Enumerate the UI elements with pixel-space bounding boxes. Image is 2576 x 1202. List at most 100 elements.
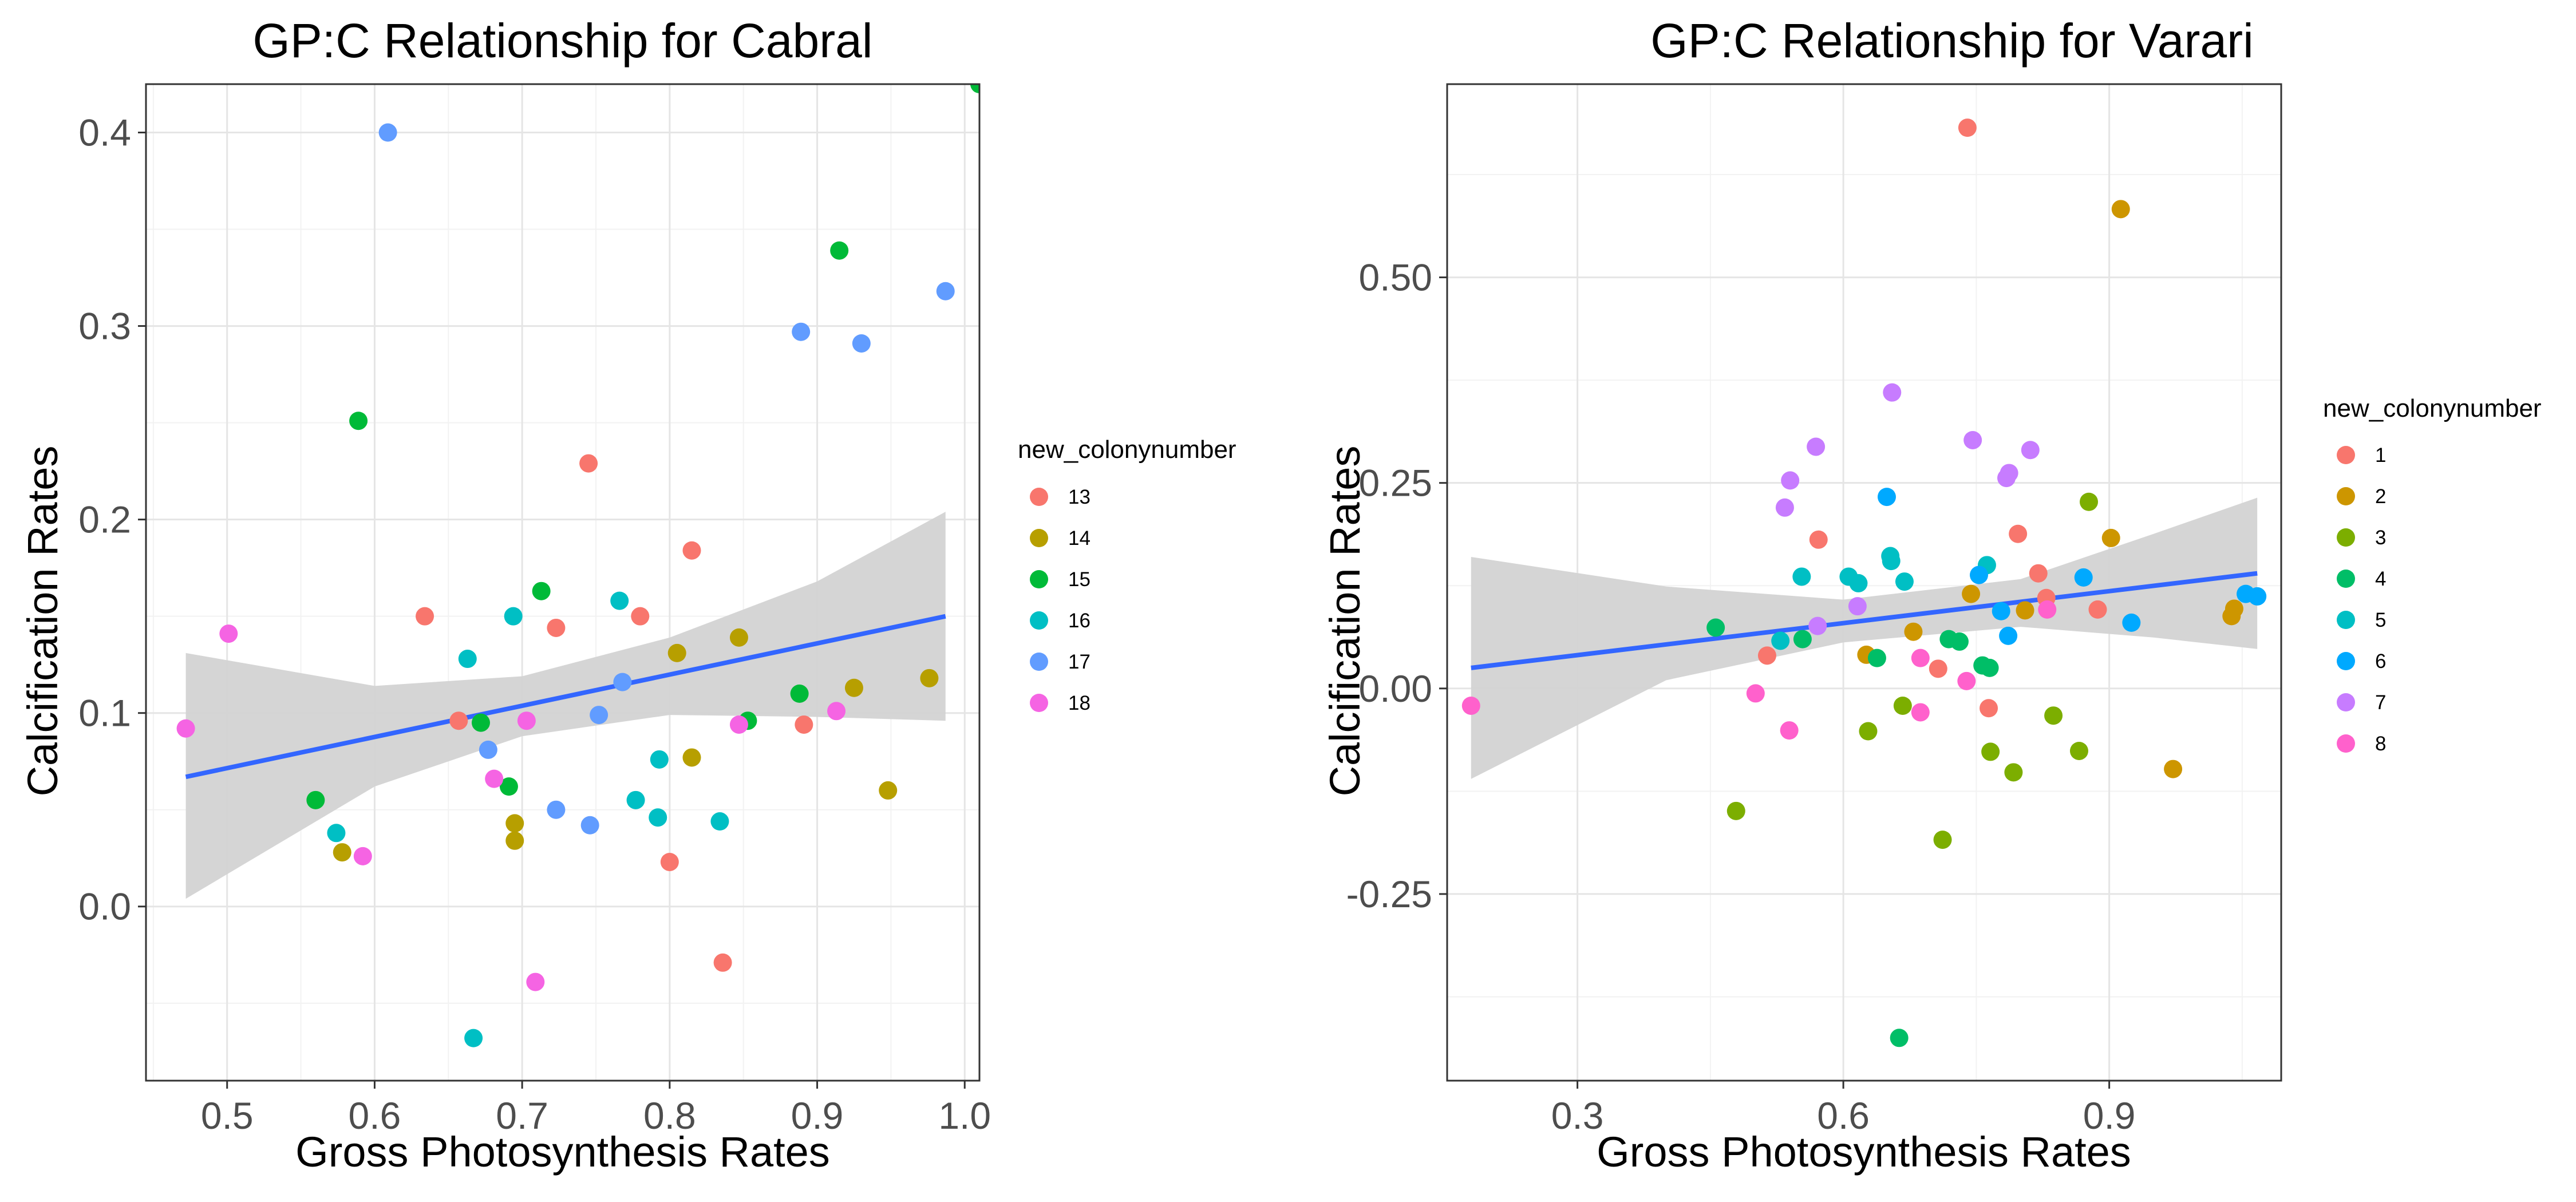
data-point-colony-13: [631, 607, 650, 626]
legend-label-7: 7: [2375, 691, 2386, 714]
data-point-colony-17: [613, 673, 632, 691]
data-point-colony-15: [349, 412, 368, 430]
y-tick-label: 0.25: [1359, 462, 1432, 504]
data-point-colony-14: [682, 748, 701, 767]
data-point-colony-13: [579, 454, 598, 473]
data-point-colony-5: [1792, 567, 1811, 586]
data-point-colony-7: [2021, 441, 2040, 460]
data-point-colony-1: [2009, 524, 2028, 543]
data-point-colony-13: [795, 715, 813, 734]
data-point-colony-6: [1877, 488, 1896, 507]
legend-key-2: [2337, 487, 2355, 505]
data-point-colony-7: [1808, 616, 1827, 635]
data-point-colony-3: [1726, 801, 1745, 820]
data-point-colony-3: [2004, 763, 2023, 782]
y-tick-label: 0.50: [1359, 256, 1432, 299]
x-tick-label: 0.8: [643, 1094, 696, 1137]
legend-key-5: [2337, 611, 2355, 629]
data-point-colony-13: [416, 607, 434, 626]
data-point-colony-5: [1895, 572, 1914, 591]
y-tick-label: 0.1: [78, 692, 131, 734]
y-tick-label: 0.00: [1359, 667, 1432, 710]
legend-label-2: 2: [2375, 485, 2386, 508]
data-point-colony-15: [830, 241, 849, 260]
data-point-colony-4: [1890, 1029, 1909, 1047]
data-point-colony-14: [505, 814, 524, 833]
x-tick-label: 0.6: [349, 1094, 401, 1137]
data-point-colony-2: [2164, 760, 2183, 778]
data-point-colony-2: [2016, 601, 2034, 620]
data-point-colony-6: [2248, 587, 2267, 606]
legend-key-1: [2337, 446, 2355, 464]
data-point-colony-15: [306, 790, 325, 809]
data-point-colony-15: [471, 713, 490, 732]
data-point-colony-16: [464, 1029, 483, 1047]
legend-label-14: 14: [1068, 527, 1091, 549]
x-tick-label: 0.9: [2083, 1094, 2136, 1137]
data-point-colony-8: [1746, 684, 1765, 703]
data-point-colony-17: [852, 334, 871, 353]
confidence-band: [1471, 497, 2258, 779]
data-point-colony-8: [1957, 671, 1976, 690]
data-point-colony-1: [1929, 659, 1947, 678]
data-point-colony-18: [485, 769, 504, 788]
plot-content: [176, 84, 979, 1047]
data-point-colony-14: [667, 643, 686, 662]
legend-key-8: [2337, 734, 2355, 753]
data-point-colony-17: [479, 740, 497, 759]
data-point-colony-16: [610, 591, 629, 610]
data-point-colony-1: [1958, 118, 1977, 137]
data-point-colony-8: [2038, 600, 2057, 619]
legend-key-4: [2337, 570, 2355, 588]
data-point-colony-18: [526, 972, 545, 991]
y-tick-label: -0.25: [1346, 873, 1432, 915]
data-point-colony-6: [1992, 602, 2010, 620]
data-point-colony-6: [1999, 626, 2018, 645]
x-tick-label: 0.9: [791, 1094, 844, 1137]
data-point-colony-16: [649, 808, 667, 827]
data-point-colony-15: [499, 777, 518, 796]
x-tick-label: 0.5: [201, 1094, 254, 1137]
data-point-colony-1: [2088, 600, 2107, 619]
data-point-colony-17: [378, 123, 397, 142]
chart-title: GP:C Relationship for Cabral: [252, 14, 872, 68]
data-point-colony-18: [827, 702, 846, 721]
data-point-colony-16: [504, 607, 523, 626]
data-point-colony-7: [1807, 437, 1826, 456]
legend-key-14: [1030, 529, 1048, 547]
data-point-colony-5: [1882, 552, 1901, 571]
y-tick-label: 0.4: [78, 112, 131, 154]
data-point-colony-13: [660, 852, 679, 871]
data-point-colony-3: [1981, 742, 2000, 761]
data-point-colony-3: [1859, 722, 1878, 741]
data-point-colony-5: [1771, 631, 1790, 650]
data-point-colony-7: [1848, 597, 1867, 616]
data-point-colony-16: [626, 790, 645, 809]
legend-key-3: [2337, 528, 2355, 547]
data-point-colony-4: [1793, 630, 1812, 649]
data-point-colony-14: [844, 678, 863, 697]
data-point-colony-18: [729, 715, 748, 734]
legend-label-8: 8: [2375, 733, 2386, 755]
regression-line: [1471, 571, 2258, 670]
legend-key-15: [1030, 570, 1048, 588]
data-point-colony-15: [790, 684, 809, 703]
data-point-colony-2: [2111, 200, 2130, 219]
data-point-colony-3: [1893, 696, 1912, 715]
data-point-colony-14: [729, 628, 748, 647]
legend-key-7: [2337, 693, 2355, 711]
legend-label-13: 13: [1068, 486, 1091, 508]
x-tick-label: 0.7: [496, 1094, 548, 1137]
data-point-colony-3: [2080, 492, 2099, 511]
data-point-colony-13: [682, 541, 701, 560]
data-point-colony-8: [1911, 649, 1930, 667]
chart-title: GP:C Relationship for Varari: [1650, 14, 2254, 68]
data-point-colony-15: [532, 582, 551, 600]
legend-key-6: [2337, 652, 2355, 670]
data-point-colony-13: [547, 618, 566, 637]
data-point-colony-3: [1933, 831, 1952, 849]
legend-title: new_colonynumber: [1018, 436, 1236, 464]
data-point-colony-3: [2069, 741, 2088, 760]
data-point-colony-7: [1963, 430, 1982, 449]
data-point-colony-18: [219, 624, 238, 643]
